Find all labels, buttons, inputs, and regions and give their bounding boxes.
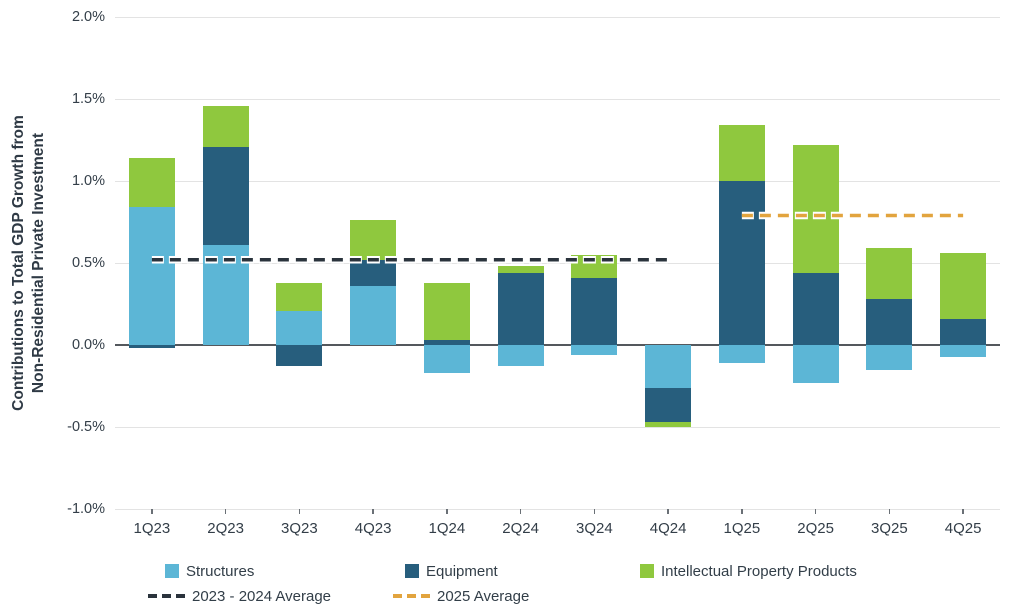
- bar-4Q25-structures[interactable]: [940, 345, 987, 357]
- bar-3Q25-equipment[interactable]: [866, 299, 913, 345]
- gridline: [115, 426, 1000, 428]
- bar-4Q25-intellectual-property-products[interactable]: [940, 253, 987, 319]
- bar-2Q25-intellectual-property-products[interactable]: [792, 144, 839, 273]
- bar-4Q24-structures[interactable]: [645, 345, 692, 388]
- legend-item-equipment[interactable]: Equipment: [405, 562, 498, 580]
- bar-4Q24-intellectual-property-products[interactable]: [645, 422, 692, 427]
- x-axis-tick: [814, 509, 817, 514]
- bar-1Q24-intellectual-property-products[interactable]: [423, 282, 470, 341]
- x-tick-label-3Q25: 3Q25: [871, 520, 908, 537]
- y-axis-title: Contributions to Total GDP Growth from N…: [9, 53, 53, 473]
- legend-label: Intellectual Property Products: [661, 562, 857, 580]
- bar-2Q25-equipment[interactable]: [792, 272, 839, 345]
- bar-3Q24-structures[interactable]: [571, 345, 618, 355]
- bar-4Q24-equipment[interactable]: [645, 387, 692, 422]
- bar-3Q25-structures[interactable]: [866, 345, 913, 370]
- x-tick-label-1Q24: 1Q24: [428, 520, 466, 537]
- legend-swatch: [165, 564, 179, 578]
- bar-2Q25-structures[interactable]: [792, 345, 839, 383]
- x-tick-label-4Q23: 4Q23: [354, 520, 392, 537]
- x-tick-label-1Q25: 1Q25: [723, 520, 761, 537]
- y-axis-title-line1: Contributions to Total GDP Growth from: [10, 115, 27, 411]
- bar-3Q23-structures[interactable]: [276, 310, 323, 345]
- bar-3Q24-equipment[interactable]: [571, 277, 618, 345]
- bar-1Q25-intellectual-property-products[interactable]: [718, 125, 765, 181]
- gridline: [115, 180, 1000, 182]
- legend-label: Equipment: [426, 562, 498, 580]
- x-tick-label-2Q24: 2Q24: [502, 520, 539, 537]
- bar-2Q23-structures[interactable]: [202, 245, 249, 345]
- x-axis-tick: [298, 509, 301, 514]
- gridline: [115, 98, 1000, 100]
- y-tick-label: -0.5%: [67, 419, 105, 435]
- legend-item-structures[interactable]: Structures: [165, 562, 254, 580]
- legend-label: 2023 - 2024 Average: [192, 587, 332, 605]
- gridline: [115, 508, 1000, 510]
- legend-label: 2025 Average: [437, 587, 530, 605]
- y-tick-label: 2.0%: [71, 9, 105, 25]
- x-axis-tick: [224, 509, 227, 514]
- legend-swatch: [405, 564, 419, 578]
- x-tick-label-2Q25: 2Q25: [797, 520, 834, 537]
- x-axis-tick: [741, 509, 743, 514]
- bar-3Q23-intellectual-property-products[interactable]: [276, 282, 323, 311]
- y-tick-label: 1.5%: [71, 91, 105, 107]
- bar-2Q23-intellectual-property-products[interactable]: [202, 105, 249, 147]
- legend-dash-sample: [393, 594, 430, 598]
- bar-1Q24-equipment[interactable]: [423, 340, 470, 345]
- y-tick-label: 0.0%: [71, 337, 105, 353]
- x-axis-tick: [593, 509, 596, 514]
- bar-1Q25-structures[interactable]: [718, 345, 765, 363]
- bar-4Q23-equipment[interactable]: [350, 259, 397, 286]
- x-tick-label-3Q24: 3Q24: [576, 520, 613, 537]
- y-tick-label: 0.5%: [71, 255, 105, 271]
- legend-item-2025-average[interactable]: 2025 Average: [393, 587, 529, 605]
- x-tick-label-3Q23: 3Q23: [281, 520, 318, 537]
- bar-2Q24-intellectual-property-products[interactable]: [497, 266, 544, 273]
- plot-area: [115, 16, 1000, 510]
- zero-axis-line: [115, 344, 1000, 346]
- y-tick-label: 1.0%: [71, 173, 105, 189]
- x-axis-tick: [151, 509, 153, 514]
- x-axis-tick: [446, 509, 448, 514]
- x-tick-label-4Q25: 4Q25: [944, 520, 982, 537]
- x-axis-tick: [888, 509, 891, 514]
- bar-1Q23-intellectual-property-products[interactable]: [128, 158, 175, 208]
- x-axis-tick: [519, 509, 522, 514]
- x-tick-label-4Q24: 4Q24: [649, 520, 687, 537]
- bar-3Q23-equipment[interactable]: [276, 345, 323, 367]
- bar-4Q25-equipment[interactable]: [940, 318, 987, 345]
- bar-1Q23-equipment[interactable]: [128, 345, 175, 349]
- bar-4Q23-intellectual-property-products[interactable]: [350, 220, 397, 260]
- legend-item-intellectual-property-products[interactable]: Intellectual Property Products: [640, 562, 857, 580]
- x-tick-label-1Q23: 1Q23: [133, 520, 171, 537]
- x-axis-tick: [667, 509, 669, 514]
- gridline: [115, 16, 1000, 18]
- bar-4Q23-structures[interactable]: [350, 286, 397, 345]
- bar-3Q25-intellectual-property-products[interactable]: [866, 248, 913, 299]
- bar-2Q23-equipment[interactable]: [202, 146, 249, 245]
- x-axis-tick: [962, 509, 964, 514]
- legend-swatch: [640, 564, 654, 578]
- y-tick-label: -1.0%: [67, 501, 105, 517]
- legend-label: Structures: [186, 562, 255, 580]
- bar-1Q25-equipment[interactable]: [718, 181, 765, 345]
- bar-2Q24-equipment[interactable]: [497, 272, 544, 345]
- bar-2Q24-structures[interactable]: [497, 345, 544, 367]
- x-axis-tick: [372, 509, 374, 514]
- legend-item-2023-2024-average[interactable]: 2023 - 2024 Average: [148, 587, 331, 605]
- x-tick-label-2Q23: 2Q23: [207, 520, 244, 537]
- bar-1Q24-structures[interactable]: [423, 345, 470, 373]
- legend-dash-sample: [148, 594, 185, 598]
- bar-3Q24-intellectual-property-products[interactable]: [571, 254, 618, 278]
- y-axis-title-line2: Non-Residential Private Investment: [30, 132, 48, 394]
- bar-1Q23-structures[interactable]: [128, 207, 175, 345]
